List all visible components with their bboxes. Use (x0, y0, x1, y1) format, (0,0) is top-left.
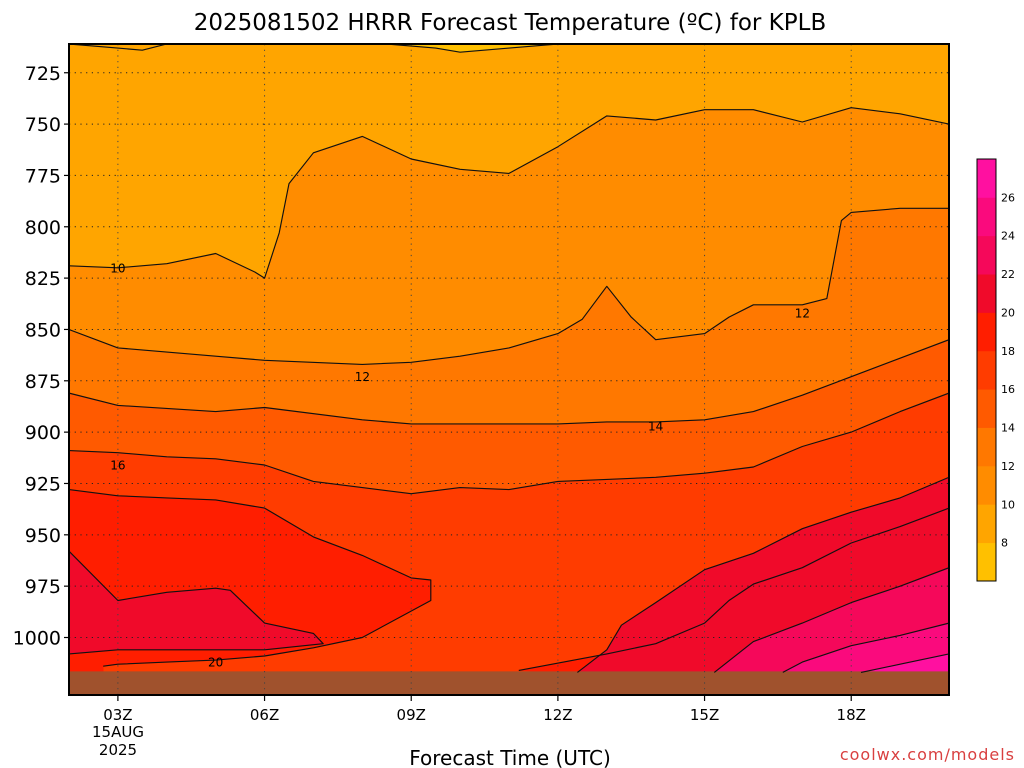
y-tick-label-950: 950 (25, 525, 61, 547)
x-tick-label-09Z: 09Z (397, 706, 426, 724)
contour-label-layer: 10 12 12 14 16 20 (110, 261, 810, 669)
colorbar: 8 10 12 14 16 18 20 22 24 26 (976, 158, 1015, 582)
colorbar-label-8: 8 (1001, 537, 1008, 550)
ground-layer (69, 671, 949, 695)
contour-c18 (69, 489, 432, 667)
contour-c20b (577, 476, 949, 673)
contour-c14 (69, 339, 949, 425)
y-tick-label-800: 800 (25, 217, 61, 239)
contour-c12 (69, 207, 949, 365)
x-tick-label-15Z: 15Z (690, 706, 719, 724)
contour-c16 (69, 392, 949, 495)
colorbar-label-10: 10 (1001, 498, 1015, 511)
colorbar-swatch-14 (977, 389, 996, 428)
colorbar-frame (976, 158, 997, 582)
contour-c08 (386, 44, 558, 53)
contour-c18b (518, 507, 949, 671)
colorbar-label-12: 12 (1001, 460, 1015, 473)
ground-surface (69, 671, 949, 695)
y-tick-label-925: 925 (25, 473, 61, 495)
contour-c20 (69, 550, 324, 655)
contour-c26 (860, 653, 949, 673)
x-date-day-label: 15AUG (92, 723, 144, 741)
colorbar-label-16: 16 (1001, 383, 1015, 396)
contour-c24 (782, 622, 949, 673)
contour-layer (69, 44, 949, 673)
contour-c10a (69, 107, 949, 279)
y-tick-label-750: 750 (25, 114, 61, 136)
contour-c10b (69, 44, 167, 51)
y-tick-label-1000: 1000 (13, 627, 61, 649)
watermark: coolwx.com/models (840, 745, 1015, 764)
y-tick-label-975: 975 (25, 576, 61, 598)
contour-c22 (713, 567, 949, 673)
colorbar-swatch-18 (977, 312, 996, 352)
x-tick-label-18Z: 18Z (837, 706, 866, 724)
colorbar-swatch-16 (977, 350, 996, 390)
x-axis: 03Z 06Z 09Z 12Z 15Z 18Z (103, 695, 866, 724)
contour-label-14: 14 (648, 419, 663, 433)
colorbar-label-20: 20 (1001, 306, 1015, 319)
colorbar-swatch-12 (977, 427, 996, 467)
x-tick-label-06Z: 06Z (250, 706, 279, 724)
contour-label-12: 12 (795, 307, 810, 321)
y-tick-label-825: 825 (25, 268, 61, 290)
colorbar-swatch-8 (977, 504, 996, 544)
plot-area: 10 12 12 14 16 20 (69, 44, 949, 695)
colorbar-label-14: 14 (1001, 422, 1015, 435)
grid-layer (69, 44, 949, 695)
x-tick-label-12Z: 12Z (543, 706, 572, 724)
y-axis: 725 750 775 800 825 850 875 900 925 950 975 1000 (13, 63, 69, 649)
x-date-year-label: 2025 (99, 741, 137, 759)
y-tick-label-775: 775 (25, 165, 61, 187)
colorbar-swatch-22 (977, 235, 996, 275)
y-tick-label-850: 850 (25, 319, 61, 341)
contour-label-10: 10 (110, 261, 125, 275)
plot-frame (68, 43, 950, 696)
y-tick-label-875: 875 (25, 371, 61, 393)
colorbar-label-18: 18 (1001, 345, 1015, 358)
y-tick-label-725: 725 (25, 63, 61, 85)
colorbar-swatch-6 (977, 542, 996, 582)
contour-label-16: 16 (110, 458, 125, 472)
colorbar-label-26: 26 (1001, 191, 1015, 204)
colorbar-label-22: 22 (1001, 268, 1015, 281)
colorbar-swatch-26 (977, 159, 996, 198)
temperature-band-layer (69, 44, 949, 695)
x-axis-label: Forecast Time (UTC) (409, 746, 611, 768)
colorbar-swatch-24 (977, 197, 996, 237)
colorbar-label-24: 24 (1001, 230, 1015, 243)
colorbar-swatch-10 (977, 465, 996, 505)
chart-title: 2025081502 HRRR Forecast Temperature (ºC… (194, 10, 826, 36)
contour-label-12: 12 (355, 370, 370, 384)
y-tick-label-900: 900 (25, 422, 61, 444)
x-tick-label-03Z: 03Z (103, 706, 132, 724)
colorbar-swatch-20 (977, 274, 996, 313)
contour-label-20: 20 (208, 656, 223, 670)
